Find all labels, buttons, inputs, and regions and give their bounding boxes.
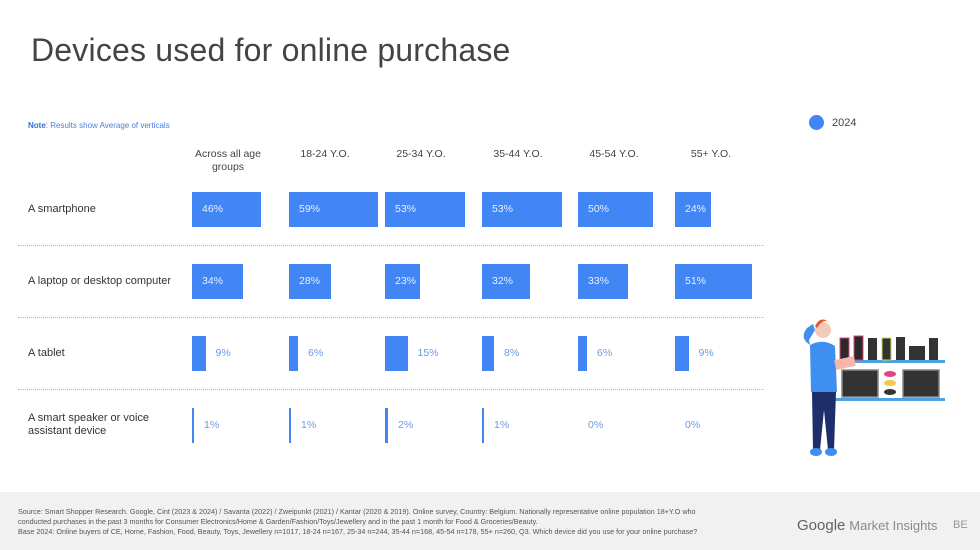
value-label: 2%: [398, 419, 414, 431]
value-label: 28%: [299, 275, 321, 287]
data-bar: [482, 408, 484, 443]
data-bar: [578, 264, 628, 299]
data-bar: [192, 408, 194, 443]
source-line: conducted purchases in the past 3 months…: [18, 517, 538, 526]
column-header: 45-54 Y.O.: [589, 148, 639, 160]
legend-label: 2024: [832, 116, 857, 129]
value-label: 6%: [597, 347, 613, 359]
data-bar: [385, 264, 420, 299]
data-bar: [675, 336, 689, 371]
value-label: 46%: [202, 203, 224, 215]
google-wordmark: Google: [797, 517, 846, 534]
note-label: Note: [28, 121, 46, 130]
shopper-illustration: [803, 319, 945, 456]
row-label: A smartphone: [28, 203, 96, 215]
market-insights-label: Market Insights: [849, 518, 938, 533]
value-label: 8%: [504, 347, 520, 359]
row-divider: [18, 245, 764, 246]
value-label: 9%: [215, 347, 231, 359]
data-bar: [482, 264, 530, 299]
data-bar: [289, 264, 331, 299]
data-bar: [578, 336, 587, 371]
row-divider: [18, 389, 764, 390]
data-bar: [675, 192, 711, 227]
row-divider: [18, 317, 764, 318]
data-bar: [289, 336, 298, 371]
data-bar: [482, 336, 494, 371]
column-header: Across all age groups: [195, 148, 261, 173]
value-label: 1%: [301, 419, 317, 431]
data-bar: [289, 192, 378, 227]
value-label: 32%: [492, 275, 514, 287]
footer: Source: Smart Shopper Research. Google, …: [0, 492, 980, 550]
value-label: 34%: [202, 275, 224, 287]
value-label: 53%: [492, 203, 514, 215]
data-bar: [482, 192, 562, 227]
data-bar: [385, 336, 408, 371]
value-label: 59%: [299, 203, 321, 215]
value-label: 53%: [395, 203, 417, 215]
country-code: BE: [953, 519, 968, 531]
value-label: 6%: [308, 347, 324, 359]
value-label: 15%: [417, 347, 439, 359]
note: Note: Results show Average of verticals: [28, 121, 170, 130]
brand-logo: Google Market Insights: [797, 517, 937, 534]
row-label: A smart speaker or voice assistant devic…: [28, 412, 150, 437]
data-bar: [289, 408, 291, 443]
column-header: 55+ Y.O.: [690, 148, 732, 160]
row-label: A tablet: [28, 347, 65, 359]
note-text: : Results show Average of verticals: [45, 121, 170, 130]
source-line: Source: Smart Shopper Research. Google, …: [18, 507, 696, 516]
data-bar: [578, 192, 653, 227]
data-bar: [675, 264, 752, 299]
data-bar: [192, 264, 243, 299]
value-label: 24%: [685, 203, 707, 215]
data-bar: [385, 192, 465, 227]
column-header: 35-44 Y.O.: [493, 148, 543, 160]
value-label: 1%: [204, 419, 220, 431]
data-bar: [385, 408, 388, 443]
value-label: 51%: [685, 275, 707, 287]
legend: 2024: [809, 115, 856, 130]
page-title: Devices used for online purchase: [31, 32, 511, 68]
value-label: 23%: [395, 275, 417, 287]
value-label: 50%: [588, 203, 610, 215]
value-label: 33%: [588, 275, 610, 287]
value-label: 0%: [685, 419, 701, 431]
source-text: Source: Smart Shopper Research. Google, …: [18, 507, 778, 537]
source-line: Base 2024: Online buyers of CE, Home, Fa…: [18, 527, 698, 536]
row-label: A laptop or desktop computer: [28, 275, 172, 287]
value-label: 1%: [494, 419, 510, 431]
data-bar: [192, 192, 261, 227]
legend-dot-icon: [809, 115, 824, 130]
column-header: 25-34 Y.O.: [396, 148, 446, 160]
value-label: 0%: [588, 419, 604, 431]
data-bar: [192, 336, 206, 371]
value-label: 9%: [698, 347, 714, 359]
column-header: 18-24 Y.O.: [300, 148, 350, 160]
